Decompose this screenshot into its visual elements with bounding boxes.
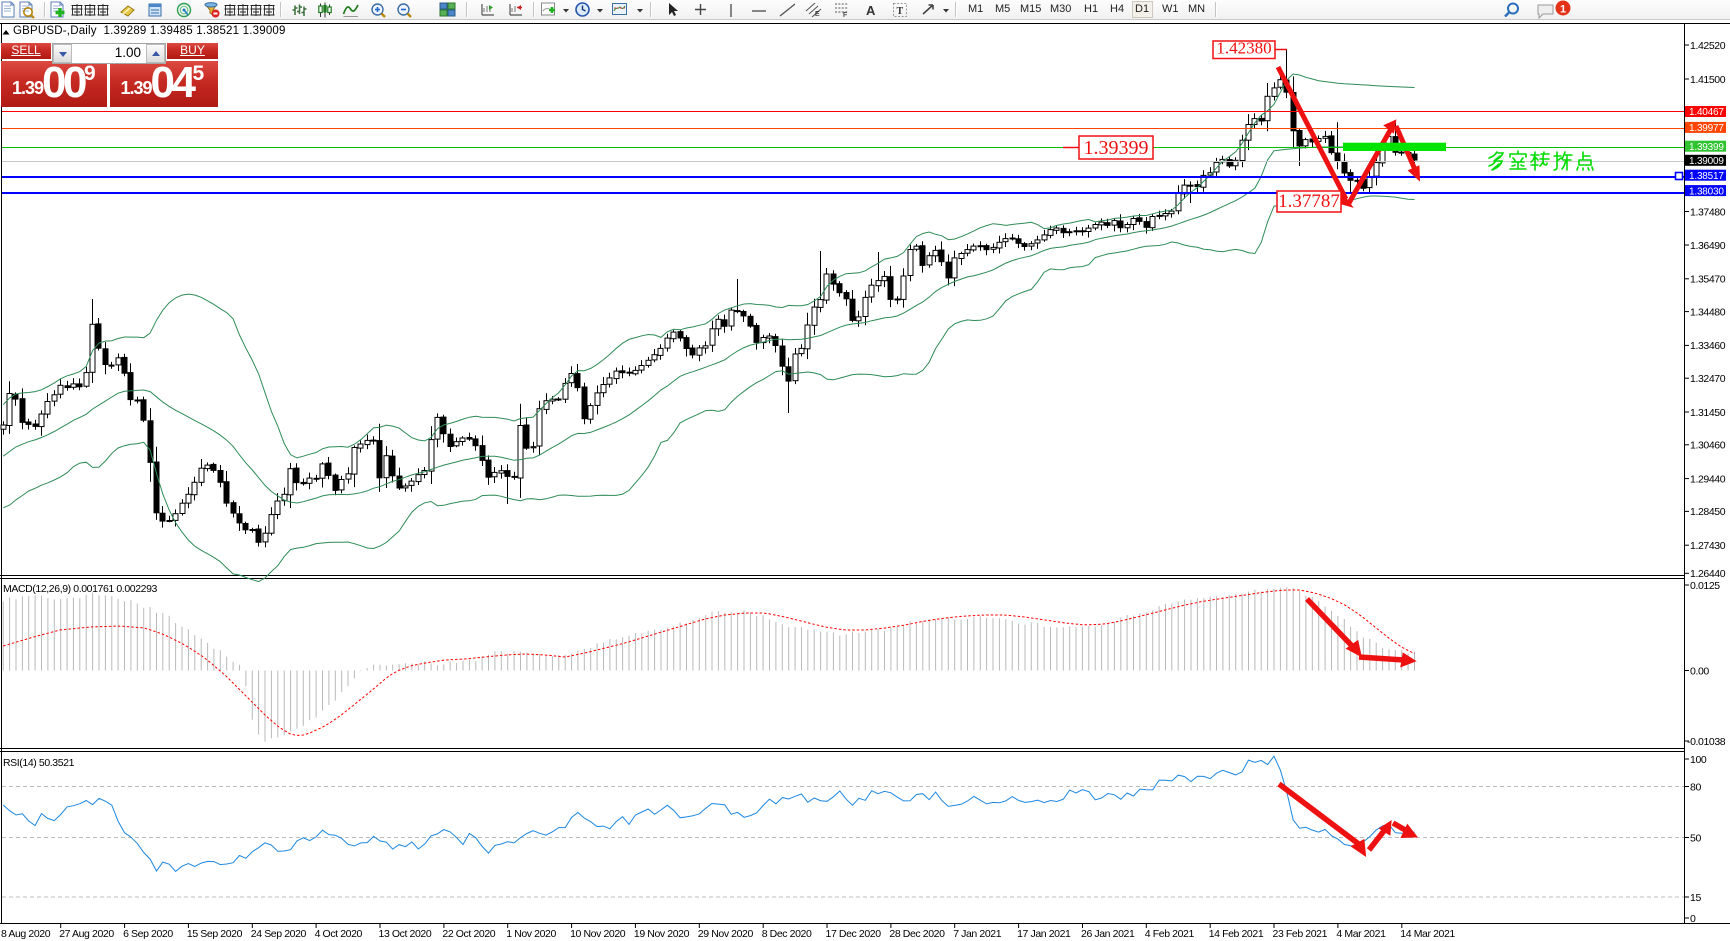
svg-text:MACD(12,26,9) 0.001761 0.00229: MACD(12,26,9) 0.001761 0.002293 — [3, 583, 158, 595]
svg-text:RSI(14) 50.3521: RSI(14) 50.3521 — [3, 757, 75, 769]
svg-text:1.41500: 1.41500 — [1690, 74, 1726, 86]
svg-text:14 Mar 2021: 14 Mar 2021 — [1400, 928, 1455, 940]
svg-text:22 Oct 2020: 22 Oct 2020 — [442, 928, 495, 940]
svg-text:-0.01038: -0.01038 — [1687, 736, 1726, 748]
svg-text:15: 15 — [1690, 892, 1701, 904]
svg-text:7 Jan 2021: 7 Jan 2021 — [953, 928, 1002, 940]
svg-text:50: 50 — [1690, 833, 1701, 845]
svg-text:29 Nov 2020: 29 Nov 2020 — [698, 928, 754, 940]
svg-text:1.39009: 1.39009 — [1689, 156, 1724, 167]
svg-text:1.33460: 1.33460 — [1690, 340, 1726, 352]
svg-text:1.39977: 1.39977 — [1689, 123, 1724, 134]
svg-text:1.42380: 1.42380 — [1216, 39, 1271, 58]
svg-text:17 Dec 2020: 17 Dec 2020 — [826, 928, 882, 940]
svg-text:10 Nov 2020: 10 Nov 2020 — [570, 928, 626, 940]
svg-text:0.00: 0.00 — [1690, 666, 1709, 678]
svg-text:15 Sep 2020: 15 Sep 2020 — [187, 928, 243, 940]
svg-text:1.31450: 1.31450 — [1690, 407, 1726, 419]
svg-text:A: A — [866, 3, 876, 18]
svg-text:E: E — [815, 11, 820, 18]
svg-text:1.39399: 1.39399 — [1689, 142, 1724, 153]
svg-text:1.37787: 1.37787 — [1278, 191, 1340, 212]
svg-text:0: 0 — [1690, 913, 1696, 925]
svg-text:27 Aug 2020: 27 Aug 2020 — [59, 928, 114, 940]
svg-text:8 Dec 2020: 8 Dec 2020 — [762, 928, 812, 940]
svg-text:F: F — [843, 12, 847, 19]
svg-text:13 Oct 2020: 13 Oct 2020 — [379, 928, 432, 940]
svg-text:14 Feb 2021: 14 Feb 2021 — [1209, 928, 1264, 940]
svg-text:23 Feb 2021: 23 Feb 2021 — [1273, 928, 1328, 940]
svg-text:T: T — [897, 6, 904, 17]
svg-text:1.26440: 1.26440 — [1690, 568, 1726, 580]
svg-text:1.38517: 1.38517 — [1689, 171, 1724, 182]
svg-text:1: 1 — [1560, 4, 1566, 16]
svg-text:1.38030: 1.38030 — [1689, 186, 1724, 197]
svg-text:1.32470: 1.32470 — [1690, 373, 1726, 385]
svg-text:6 Sep 2020: 6 Sep 2020 — [123, 928, 173, 940]
svg-text:100: 100 — [1690, 754, 1707, 766]
svg-text:1.39399: 1.39399 — [1084, 137, 1149, 159]
svg-text:8 Aug 2020: 8 Aug 2020 — [1, 928, 51, 940]
svg-text:0.0125: 0.0125 — [1690, 580, 1720, 592]
svg-text:1.42520: 1.42520 — [1690, 40, 1726, 52]
svg-text:1.29440: 1.29440 — [1690, 473, 1726, 485]
svg-text:19 Nov 2020: 19 Nov 2020 — [634, 928, 690, 940]
svg-text:1.27430: 1.27430 — [1690, 540, 1726, 552]
svg-text:1.36490: 1.36490 — [1690, 240, 1726, 252]
svg-text:1.34480: 1.34480 — [1690, 306, 1726, 318]
svg-text:4 Feb 2021: 4 Feb 2021 — [1145, 928, 1195, 940]
svg-text:1 Nov 2020: 1 Nov 2020 — [506, 928, 556, 940]
svg-text:4 Oct 2020: 4 Oct 2020 — [315, 928, 363, 940]
svg-text:1.35470: 1.35470 — [1690, 274, 1726, 286]
svg-text:1.40467: 1.40467 — [1689, 107, 1724, 118]
svg-text:80: 80 — [1690, 782, 1701, 794]
svg-text:1.28450: 1.28450 — [1690, 506, 1726, 518]
svg-text:28 Dec 2020: 28 Dec 2020 — [889, 928, 945, 940]
svg-text:4 Mar 2021: 4 Mar 2021 — [1336, 928, 1386, 940]
svg-text:24 Sep 2020: 24 Sep 2020 — [251, 928, 307, 940]
svg-text:26 Jan 2021: 26 Jan 2021 — [1081, 928, 1135, 940]
svg-text:1.37480: 1.37480 — [1690, 206, 1726, 218]
svg-text:17 Jan 2021: 17 Jan 2021 — [1017, 928, 1071, 940]
svg-text:1.30460: 1.30460 — [1690, 440, 1726, 452]
